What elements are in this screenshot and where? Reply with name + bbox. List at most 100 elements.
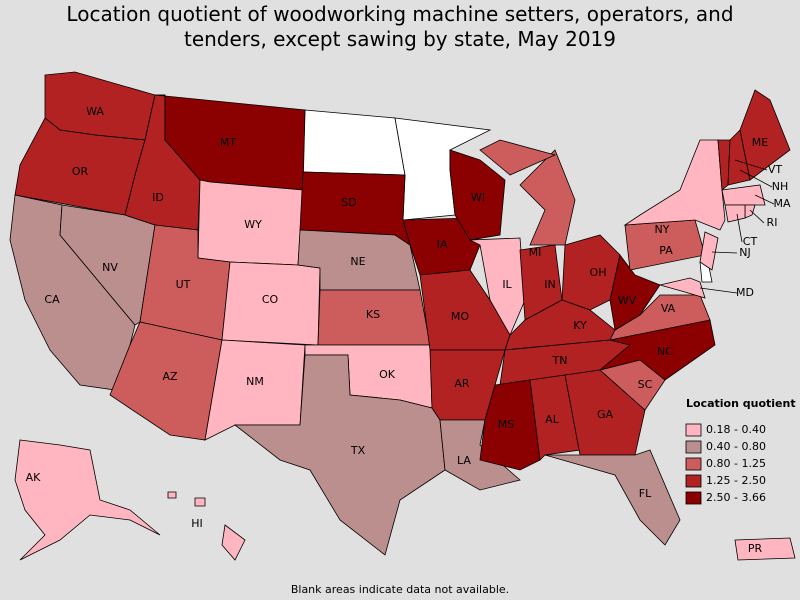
state-label: NM <box>246 375 264 388</box>
state-label: IL <box>502 278 512 291</box>
state-label: CO <box>262 293 279 306</box>
state-label: NJ <box>739 246 750 259</box>
state <box>623 139 726 231</box>
state-label: NV <box>102 261 118 274</box>
state <box>739 89 791 181</box>
state-label: NE <box>350 255 365 268</box>
state-label: OH <box>590 266 607 279</box>
state-label: WV <box>618 294 637 307</box>
state-label: MA <box>773 197 790 210</box>
state-label: WA <box>86 105 104 118</box>
state-label: TN <box>552 354 568 367</box>
state-shape <box>659 277 706 299</box>
leader-line <box>736 213 743 243</box>
state-shape <box>167 491 177 499</box>
state-label: NH <box>772 180 789 193</box>
state-label: RI <box>767 216 778 229</box>
state-label: VT <box>768 163 783 176</box>
legend-swatch <box>685 491 702 505</box>
leader-line <box>754 194 775 205</box>
state-label: FL <box>639 487 652 500</box>
state-label: SC <box>638 378 653 391</box>
state-label: AZ <box>162 370 178 383</box>
state-shape <box>699 231 719 271</box>
legend-label: 0.18 - 0.40 <box>706 423 766 436</box>
leader-line <box>749 209 765 224</box>
map-title: Location quotient of woodworking machine… <box>66 2 734 51</box>
state-label: WI <box>471 191 485 204</box>
state-label: PR <box>748 542 763 555</box>
state <box>544 449 681 546</box>
leader-line <box>734 159 768 171</box>
leader-line <box>739 169 773 188</box>
state-label: NY <box>655 223 670 236</box>
leader-line <box>711 251 738 254</box>
state-label: OR <box>72 165 89 178</box>
state-label: AK <box>26 471 42 484</box>
state <box>699 231 719 271</box>
state <box>449 149 506 241</box>
state-shape <box>599 319 716 381</box>
state <box>233 354 446 556</box>
state-shape <box>233 354 446 556</box>
state-label: KY <box>573 319 587 332</box>
state-shape <box>623 139 726 231</box>
footnote: Blank areas indicate data not available. <box>290 583 510 596</box>
state-shape <box>564 369 646 456</box>
state <box>721 184 766 206</box>
state <box>734 537 796 561</box>
state-label: MS <box>498 418 514 431</box>
state <box>659 277 706 299</box>
state-label: WY <box>244 218 262 231</box>
legend-swatch <box>685 474 702 488</box>
state-label: ID <box>152 191 164 204</box>
state <box>14 439 161 561</box>
state-label: MT <box>220 136 236 149</box>
legend: Location quotient 0.18 - 0.40 0.40 - 0.80 0… <box>685 397 796 505</box>
legend-label: 0.40 - 0.80 <box>706 440 766 453</box>
state-label: CA <box>44 293 60 306</box>
state-label: VA <box>661 302 676 315</box>
state <box>599 319 716 381</box>
state-label: AL <box>545 413 560 426</box>
legend-swatch <box>685 423 702 437</box>
state-shape <box>544 449 681 546</box>
state-shape <box>724 204 746 223</box>
state-label: UT <box>176 278 191 291</box>
state-label: MD <box>736 286 754 299</box>
legend-label: 2.50 - 3.66 <box>706 491 766 504</box>
state-label: KS <box>366 308 380 321</box>
state <box>724 204 746 223</box>
legend-label: 1.25 - 2.50 <box>706 474 766 487</box>
state-label: LA <box>457 454 471 467</box>
state <box>744 204 756 219</box>
state-shape <box>734 537 796 561</box>
state-shape <box>739 89 791 181</box>
state-label: MO <box>451 310 469 323</box>
state-label: MI <box>529 246 542 259</box>
state-label: NC <box>657 345 673 358</box>
legend-swatch <box>685 440 702 454</box>
state <box>564 369 646 456</box>
state-label: ME <box>752 136 768 149</box>
state-label: IA <box>437 238 448 251</box>
state-label: HI <box>191 517 203 530</box>
leader-line <box>699 287 738 294</box>
state-label: PA <box>659 244 673 257</box>
state-shape <box>221 524 246 561</box>
legend-swatch <box>685 457 702 471</box>
no-data-area <box>302 109 406 176</box>
state-shape <box>529 374 581 461</box>
state-shape <box>744 204 756 219</box>
state-label: AR <box>454 377 470 390</box>
state-label: CT <box>743 235 758 248</box>
state <box>529 374 581 461</box>
state-label: IN <box>544 278 555 291</box>
state-label: SD <box>341 196 356 209</box>
state-shape <box>479 139 557 176</box>
state-shape <box>721 184 766 206</box>
state-label: GA <box>597 408 614 421</box>
state-shape <box>194 497 206 507</box>
